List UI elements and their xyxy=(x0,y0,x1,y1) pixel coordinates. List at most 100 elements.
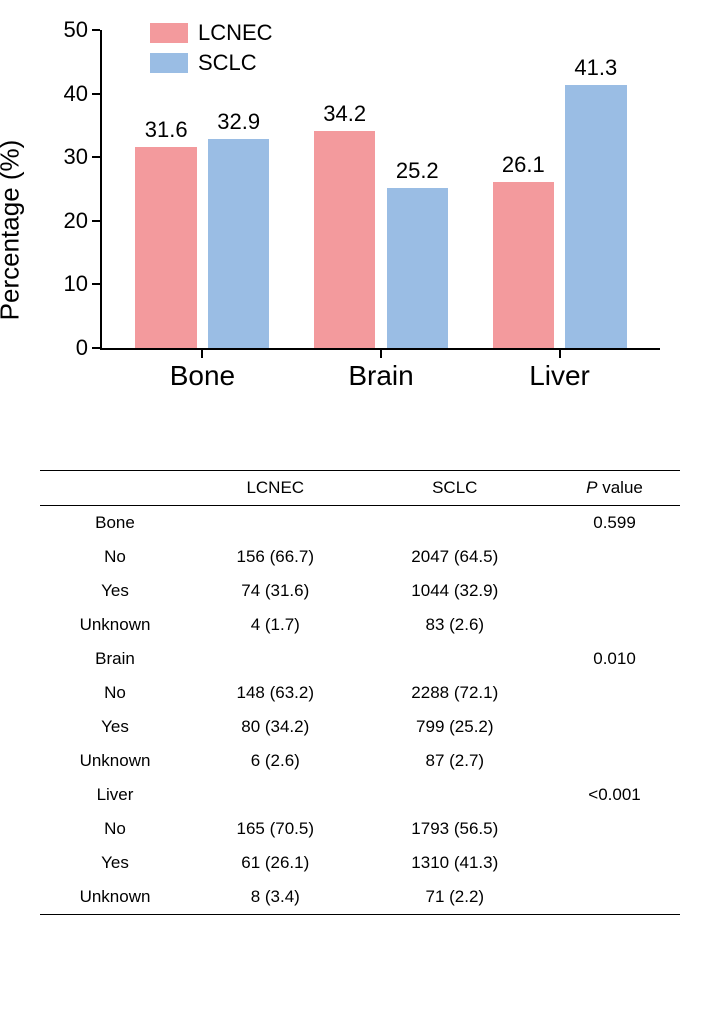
y-tick xyxy=(92,283,100,285)
cell-pvalue xyxy=(549,540,680,574)
y-tick-label: 30 xyxy=(64,144,88,170)
y-tick xyxy=(92,347,100,349)
legend: LCNEC SCLC xyxy=(150,20,273,80)
cell-sclc: 71 (2.2) xyxy=(361,880,550,915)
row-label: No xyxy=(40,540,190,574)
cell-lcnec: 8 (3.4) xyxy=(190,880,361,915)
cell-sclc xyxy=(361,642,550,676)
col-blank xyxy=(40,471,190,506)
cell-sclc: 2288 (72.1) xyxy=(361,676,550,710)
cell-pvalue xyxy=(549,676,680,710)
y-tick xyxy=(92,156,100,158)
row-label: Bone xyxy=(40,506,190,541)
row-label: Unknown xyxy=(40,880,190,915)
col-pvalue: P value xyxy=(549,471,680,506)
cell-lcnec: 4 (1.7) xyxy=(190,608,361,642)
cell-sclc: 87 (2.7) xyxy=(361,744,550,778)
cell-pvalue xyxy=(549,744,680,778)
row-label: Unknown xyxy=(40,744,190,778)
y-tick-label: 0 xyxy=(76,335,88,361)
row-label: No xyxy=(40,676,190,710)
cell-lcnec xyxy=(190,642,361,676)
col-lcnec: LCNEC xyxy=(190,471,361,506)
bar: 25.2 xyxy=(387,188,448,348)
bar: 26.1 xyxy=(493,182,554,348)
cell-sclc: 1793 (56.5) xyxy=(361,812,550,846)
table-row: Yes61 (26.1)1310 (41.3) xyxy=(40,846,680,880)
table-row: Yes80 (34.2)799 (25.2) xyxy=(40,710,680,744)
cell-sclc: 799 (25.2) xyxy=(361,710,550,744)
bar-value-label: 32.9 xyxy=(217,109,260,135)
legend-label: SCLC xyxy=(198,50,257,76)
cell-sclc: 2047 (64.5) xyxy=(361,540,550,574)
y-tick-label: 10 xyxy=(64,271,88,297)
y-tick-label: 20 xyxy=(64,208,88,234)
cell-sclc: 1044 (32.9) xyxy=(361,574,550,608)
y-tick-label: 40 xyxy=(64,81,88,107)
y-tick-label: 50 xyxy=(64,17,88,43)
cell-lcnec xyxy=(190,778,361,812)
x-category-label: Brain xyxy=(348,360,413,392)
table-row: Unknown8 (3.4)71 (2.2) xyxy=(40,880,680,915)
cell-lcnec: 148 (63.2) xyxy=(190,676,361,710)
cell-lcnec xyxy=(190,506,361,541)
y-tick xyxy=(92,220,100,222)
row-label: Yes xyxy=(40,846,190,880)
bar: 31.6 xyxy=(135,147,196,348)
row-label: Brain xyxy=(40,642,190,676)
cell-lcnec: 165 (70.5) xyxy=(190,812,361,846)
table-row: No156 (66.7)2047 (64.5) xyxy=(40,540,680,574)
cell-sclc xyxy=(361,506,550,541)
legend-item: SCLC xyxy=(150,50,273,76)
legend-swatch xyxy=(150,53,188,73)
cell-pvalue xyxy=(549,710,680,744)
cell-pvalue: 0.010 xyxy=(549,642,680,676)
cell-lcnec: 74 (31.6) xyxy=(190,574,361,608)
bar-chart: Percentage (%) 01020304050Bone31.632.9Br… xyxy=(20,20,680,440)
legend-swatch xyxy=(150,23,188,43)
cell-pvalue xyxy=(549,880,680,915)
row-label: Yes xyxy=(40,574,190,608)
cell-sclc: 83 (2.6) xyxy=(361,608,550,642)
bar: 34.2 xyxy=(314,131,375,349)
y-tick xyxy=(92,93,100,95)
x-tick xyxy=(201,350,203,358)
bar-value-label: 25.2 xyxy=(396,158,439,184)
table-row: Bone 0.599 xyxy=(40,506,680,541)
table-row: Liver <0.001 xyxy=(40,778,680,812)
cell-pvalue: 0.599 xyxy=(549,506,680,541)
cell-lcnec: 80 (34.2) xyxy=(190,710,361,744)
cell-pvalue xyxy=(549,846,680,880)
bar-value-label: 26.1 xyxy=(502,152,545,178)
cell-pvalue: <0.001 xyxy=(549,778,680,812)
x-tick xyxy=(380,350,382,358)
bar: 41.3 xyxy=(565,85,626,348)
table-header-row: LCNEC SCLC P value xyxy=(40,471,680,506)
bar: 32.9 xyxy=(208,139,269,348)
table-row: No148 (63.2)2288 (72.1) xyxy=(40,676,680,710)
y-tick xyxy=(92,29,100,31)
cell-sclc: 1310 (41.3) xyxy=(361,846,550,880)
table-row: Unknown4 (1.7)83 (2.6) xyxy=(40,608,680,642)
legend-label: LCNEC xyxy=(198,20,273,46)
cell-lcnec: 156 (66.7) xyxy=(190,540,361,574)
table-row: Unknown6 (2.6)87 (2.7) xyxy=(40,744,680,778)
row-label: Unknown xyxy=(40,608,190,642)
legend-item: LCNEC xyxy=(150,20,273,46)
table-row: Yes74 (31.6)1044 (32.9) xyxy=(40,574,680,608)
x-tick xyxy=(559,350,561,358)
col-sclc: SCLC xyxy=(361,471,550,506)
y-axis-label: Percentage (%) xyxy=(0,140,26,321)
x-category-label: Liver xyxy=(529,360,590,392)
cell-lcnec: 61 (26.1) xyxy=(190,846,361,880)
bar-value-label: 31.6 xyxy=(145,117,188,143)
x-category-label: Bone xyxy=(170,360,235,392)
cell-sclc xyxy=(361,778,550,812)
bar-value-label: 41.3 xyxy=(574,55,617,81)
cell-pvalue xyxy=(549,812,680,846)
bar-value-label: 34.2 xyxy=(323,101,366,127)
table-row: Brain 0.010 xyxy=(40,642,680,676)
cell-pvalue xyxy=(549,608,680,642)
row-label: Liver xyxy=(40,778,190,812)
row-label: Yes xyxy=(40,710,190,744)
